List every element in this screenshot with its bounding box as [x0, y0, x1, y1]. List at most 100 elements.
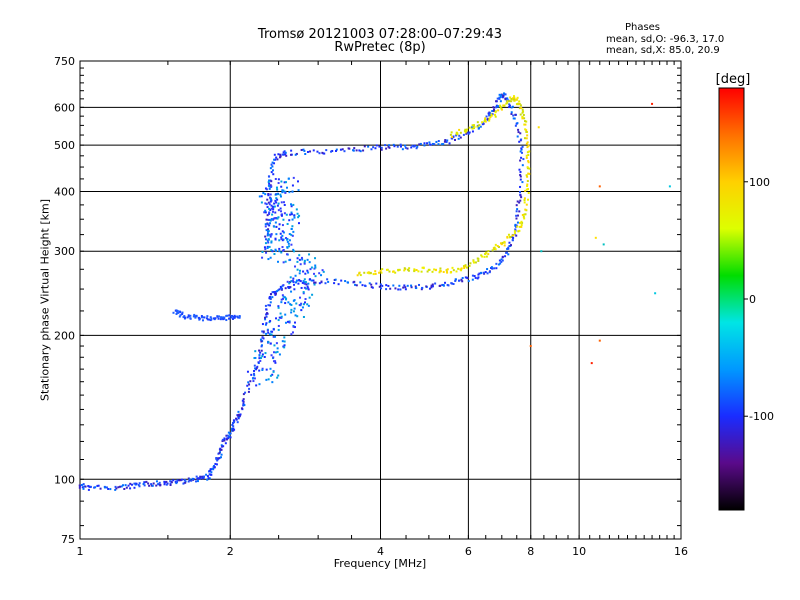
data-point — [290, 311, 293, 314]
data-point — [518, 140, 521, 143]
data-point — [274, 290, 277, 293]
data-point — [300, 302, 303, 305]
data-point — [372, 273, 375, 276]
data-point — [499, 262, 502, 265]
data-point — [442, 143, 445, 146]
data-point — [304, 153, 307, 156]
data-point — [524, 213, 527, 216]
data-point — [127, 484, 130, 487]
data-point — [490, 266, 493, 269]
data-point — [499, 100, 502, 103]
data-point — [523, 197, 526, 200]
data-point — [508, 106, 511, 109]
data-point — [501, 259, 504, 262]
data-point — [258, 357, 261, 360]
data-point — [294, 265, 297, 268]
data-point — [484, 271, 487, 274]
data-point — [212, 317, 215, 320]
data-point — [221, 440, 224, 443]
data-point — [353, 147, 356, 150]
data-point — [481, 121, 484, 124]
data-point — [297, 189, 300, 192]
data-point — [430, 286, 433, 289]
data-point — [290, 290, 293, 293]
data-point — [493, 109, 496, 112]
data-point — [450, 131, 453, 134]
data-point — [165, 483, 168, 486]
data-point — [460, 278, 463, 281]
data-point — [283, 336, 286, 339]
data-point — [264, 316, 267, 319]
data-point — [518, 225, 521, 228]
data-point — [184, 316, 187, 319]
data-point — [378, 285, 381, 288]
data-point — [374, 272, 377, 275]
data-point — [282, 297, 285, 300]
data-point — [519, 173, 522, 176]
data-point — [279, 153, 282, 156]
data-point — [225, 438, 228, 441]
data-point — [99, 487, 102, 490]
data-point — [269, 319, 272, 322]
data-point — [366, 271, 369, 274]
data-point — [301, 281, 304, 284]
data-point — [268, 211, 271, 214]
data-point — [439, 267, 442, 270]
data-point — [284, 151, 287, 154]
data-point — [449, 133, 452, 136]
data-point — [468, 131, 471, 134]
colorbar-tick-label: 100 — [749, 176, 770, 189]
data-point — [302, 315, 305, 318]
data-point — [488, 119, 491, 122]
data-point — [314, 281, 317, 284]
data-point — [307, 282, 310, 285]
data-point — [433, 143, 436, 146]
data-point — [183, 315, 186, 318]
data-point — [526, 184, 529, 187]
colorbar-tick-label: 0 — [749, 293, 756, 306]
data-point — [497, 246, 500, 249]
data-point — [273, 351, 276, 354]
data-point — [308, 296, 311, 299]
data-point — [374, 270, 377, 273]
data-point — [274, 361, 277, 364]
data-point — [460, 267, 463, 270]
data-point — [124, 484, 127, 487]
data-point — [264, 211, 267, 214]
data-point — [408, 267, 411, 270]
data-point — [260, 201, 263, 204]
data-point — [520, 151, 523, 154]
y-tick-label: 75 — [61, 533, 75, 546]
data-point — [310, 266, 313, 269]
data-point — [233, 428, 236, 431]
data-point — [280, 316, 283, 319]
data-point — [428, 268, 431, 271]
data-point — [520, 147, 523, 150]
data-point — [281, 191, 284, 194]
data-point — [300, 149, 303, 152]
data-point — [430, 284, 433, 287]
data-point — [143, 484, 146, 487]
data-point — [418, 143, 421, 146]
data-point — [281, 224, 284, 227]
data-point — [330, 150, 333, 153]
data-point — [288, 321, 291, 324]
data-point — [177, 311, 180, 314]
data-point — [471, 274, 474, 277]
data-point — [264, 352, 267, 355]
data-point — [305, 283, 308, 286]
data-point — [502, 94, 505, 97]
data-point — [446, 283, 449, 286]
data-point — [297, 282, 300, 285]
data-point — [335, 148, 338, 151]
data-point — [526, 167, 529, 170]
data-point — [525, 209, 528, 212]
data-point — [426, 142, 429, 145]
data-point — [195, 475, 198, 478]
y-axis-ticks: 75 100 200 300 400 500 600 750 — [54, 55, 681, 546]
data-point — [507, 246, 510, 249]
data-point — [442, 284, 445, 287]
data-point — [276, 217, 279, 220]
data-point — [388, 146, 391, 149]
data-point — [277, 202, 280, 205]
